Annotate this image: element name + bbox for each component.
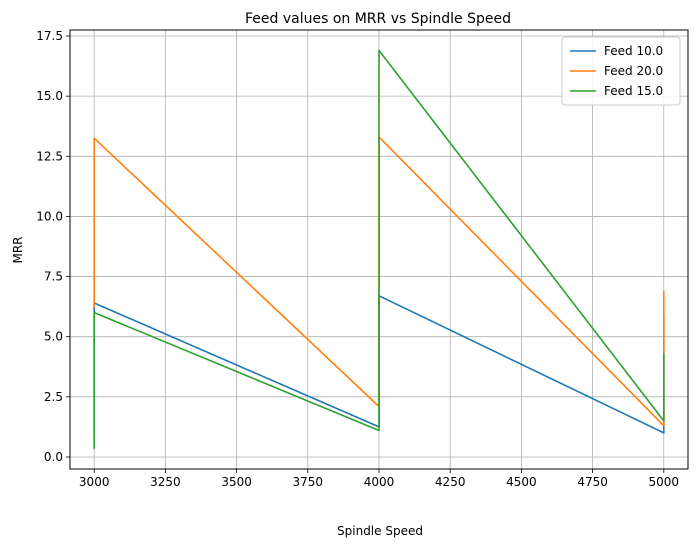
legend-box — [561, 36, 681, 106]
series-group — [93, 49, 665, 449]
y-tick-label: 2.5 — [44, 390, 63, 404]
y-tick-label: 10.0 — [36, 209, 63, 223]
x-tick-label: 3500 — [221, 475, 252, 489]
y-tick-label: 5.0 — [44, 330, 63, 344]
y-tick-label: 12.5 — [36, 149, 63, 163]
x-axis-label: Spindle Speed — [337, 524, 423, 538]
y-axis: 0.0 2.5 5.0 7.5 10.0 12.5 15.0 17.5 — [36, 29, 70, 464]
y-tick-label: 0.0 — [44, 450, 63, 464]
x-tick-label: 3000 — [79, 475, 110, 489]
legend-label: Feed 10.0 — [604, 44, 663, 58]
x-tick-label: 4750 — [577, 475, 608, 489]
y-axis-label: MRR — [11, 236, 25, 263]
x-tick-label: 4000 — [364, 475, 395, 489]
x-tick-label: 4250 — [435, 475, 466, 489]
x-tick-label: 4500 — [506, 475, 537, 489]
x-axis: 3000 3250 3500 3750 4000 4250 4500 4750 5000 — [79, 469, 679, 489]
x-tick-label: 5000 — [649, 475, 680, 489]
y-tick-label: 17.5 — [36, 29, 63, 43]
x-tick-label: 3750 — [293, 475, 324, 489]
legend: Feed 10.0 Feed 20.0 Feed 15.0 — [561, 36, 681, 106]
legend-label: Feed 20.0 — [604, 64, 663, 78]
x-tick-label: 3250 — [150, 475, 181, 489]
y-tick-label: 15.0 — [36, 89, 63, 103]
chart-title: Feed values on MRR vs Spindle Speed — [245, 11, 511, 27]
y-tick-label: 7.5 — [44, 270, 63, 284]
series-line-feed-15-0 — [93, 49, 665, 449]
legend-label: Feed 15.0 — [604, 84, 663, 98]
